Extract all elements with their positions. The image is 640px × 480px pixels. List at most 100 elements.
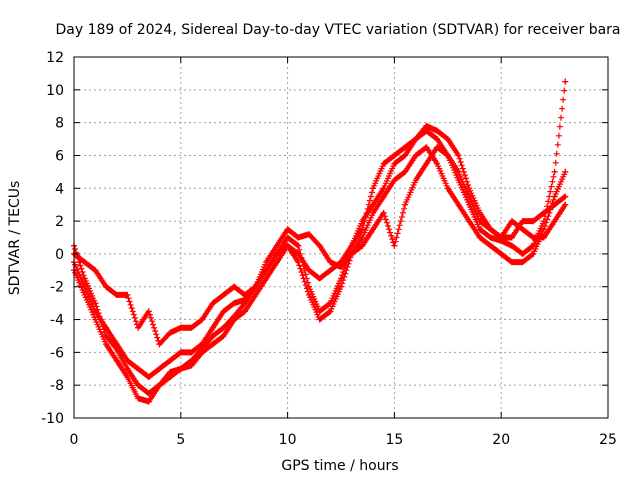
data-point (188, 324, 195, 331)
data-point (444, 152, 451, 159)
data-point (124, 357, 131, 364)
data-point (402, 152, 409, 159)
data-point (103, 324, 110, 331)
data-point (188, 349, 195, 356)
data-point (540, 234, 547, 241)
data-point (455, 168, 462, 175)
data-point (466, 193, 473, 200)
data-point (81, 275, 88, 282)
data-point (167, 373, 174, 380)
data-point (316, 242, 323, 249)
data-point (487, 234, 494, 241)
data-point (391, 242, 398, 249)
data-point (327, 308, 334, 315)
data-point (476, 209, 483, 216)
data-point (359, 234, 366, 241)
data-point (530, 250, 537, 257)
data-point (145, 398, 152, 405)
data-point (220, 291, 227, 298)
data-point (305, 231, 312, 238)
data-point (295, 250, 302, 257)
data-point (519, 218, 526, 225)
y-tick-label: 12 (46, 50, 64, 66)
data-point (209, 324, 216, 331)
data-point (455, 152, 462, 159)
data-point (156, 341, 163, 348)
data-point (209, 332, 216, 339)
data-point (519, 259, 526, 266)
data-point (252, 283, 259, 290)
data-point (124, 373, 131, 380)
data-point (295, 242, 302, 249)
data-point (380, 160, 387, 167)
data-point (434, 136, 441, 143)
y-tick-label: 8 (55, 116, 64, 132)
y-tick-label: 10 (46, 83, 64, 99)
data-point (540, 226, 547, 233)
data-point (209, 300, 216, 307)
data-point (551, 193, 558, 200)
data-point (370, 185, 377, 192)
data-point (487, 242, 494, 249)
data-point (177, 324, 184, 331)
chart-title: Day 189 of 2024, Sidereal Day-to-day VTE… (55, 22, 620, 38)
data-point (177, 349, 184, 356)
data-point (370, 201, 377, 208)
data-point (273, 259, 280, 266)
data-point (412, 152, 419, 159)
y-tick-label: -2 (50, 280, 64, 296)
data-point (220, 308, 227, 315)
data-point (402, 168, 409, 175)
data-point (348, 242, 355, 249)
axis-ticks: 0 5 10 15 20 25 -10 -8 -6 -4 -2 0 2 4 6 8 10 12 (41, 50, 617, 448)
data-point (135, 324, 142, 331)
data-point (252, 291, 259, 298)
series-s3 (71, 122, 569, 348)
data-point (113, 341, 120, 348)
y-tick-label: 2 (55, 214, 64, 230)
data-point (327, 259, 334, 266)
data-point (380, 185, 387, 192)
y-tick-label: -4 (50, 313, 64, 329)
data-point (284, 234, 291, 241)
data-point (273, 242, 280, 249)
data-point (551, 168, 558, 175)
data-point (92, 267, 99, 274)
data-point (156, 382, 163, 389)
data-point (284, 242, 291, 249)
y-tick-label: -10 (41, 411, 64, 427)
data-point (530, 242, 537, 249)
data-point (231, 300, 238, 307)
data-point (551, 201, 558, 208)
data-point (167, 329, 174, 336)
data-point (391, 160, 398, 167)
data-point (348, 250, 355, 257)
data-point (498, 234, 505, 241)
data-point (177, 365, 184, 372)
y-tick-label: 0 (55, 247, 64, 263)
data-markers (71, 78, 569, 405)
data-point (305, 267, 312, 274)
data-point (156, 365, 163, 372)
data-point (188, 362, 195, 369)
data-point (391, 177, 398, 184)
y-tick-label: -6 (50, 345, 64, 361)
data-point (466, 201, 473, 208)
data-point (380, 193, 387, 200)
data-point (455, 177, 462, 184)
data-point (402, 201, 409, 208)
data-point (92, 308, 99, 315)
data-point (327, 300, 334, 307)
data-point (305, 291, 312, 298)
data-point (145, 390, 152, 397)
data-point (402, 144, 409, 151)
data-point (359, 242, 366, 249)
y-tick-label: 4 (55, 181, 64, 197)
data-point (263, 259, 270, 266)
data-point (562, 168, 569, 175)
data-point (113, 357, 120, 364)
data-point (508, 234, 515, 241)
data-point (316, 275, 323, 282)
data-point (380, 209, 387, 216)
